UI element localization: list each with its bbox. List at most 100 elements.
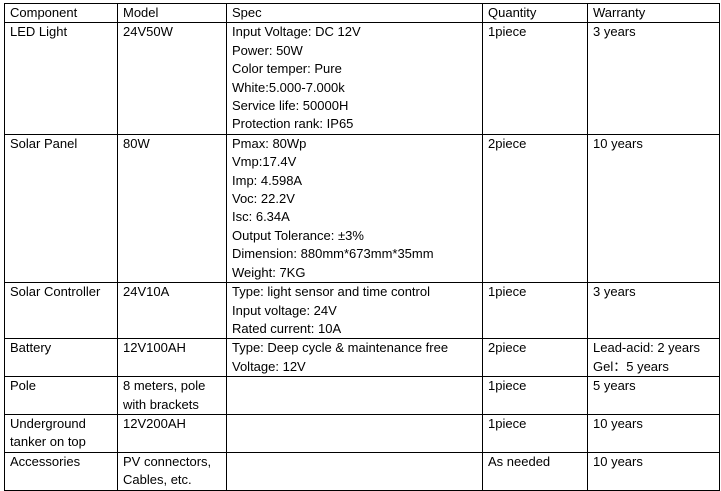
spec-cell xyxy=(226,413,483,453)
warranty-cell-line: 10 years xyxy=(593,415,643,431)
model-cell: 12V200AH xyxy=(117,413,227,453)
spec-cell: Input Voltage: DC 12V Power: 50W Color tem… xyxy=(226,22,483,135)
model-cell: PV connectors, Cables, etc. xyxy=(117,451,227,491)
model-cell-line: with brackets xyxy=(123,396,199,412)
model-cell-line: 8 meters, pole xyxy=(123,378,206,394)
model-cell: 24V10A xyxy=(117,282,227,340)
model-cell: 8 meters, pole with brackets xyxy=(117,376,227,415)
model-cell-line: 80W xyxy=(123,135,150,151)
header-model: Model xyxy=(117,2,227,24)
warranty-cell-line: Lead-acid: 2 years xyxy=(593,340,700,356)
spec-cell xyxy=(226,376,483,415)
spec-cell-line: Vmp:17.4V xyxy=(232,154,297,170)
component-cell: Pole xyxy=(4,376,118,415)
component-spec-table: Component Model Spec Quantity Warranty L… xyxy=(4,2,720,491)
quantity-cell: 1piece xyxy=(482,376,588,415)
component-cell: Solar Panel xyxy=(4,133,118,284)
quantity-cell: As needed xyxy=(482,451,588,491)
header-spec: Spec xyxy=(226,2,483,24)
model-cell: 24V50W xyxy=(117,22,227,135)
header-quantity: Quantity xyxy=(482,2,588,24)
warranty-cell: Lead-acid: 2 years Gel：5 years xyxy=(587,338,720,378)
component-cell-line: tanker on top xyxy=(10,434,86,450)
warranty-cell: 10 years xyxy=(587,133,720,284)
model-cell-line: 12V200AH xyxy=(123,415,186,431)
table-row: Underground tanker on top 12V200AH 1piece 10… xyxy=(4,413,720,453)
spec-cell-line: Service life: 50000H xyxy=(232,98,349,114)
spec-cell xyxy=(226,451,483,491)
table-row: Battery 12V100AH Type: Deep cycle & mainte… xyxy=(4,338,720,378)
model-cell-line: 24V10A xyxy=(123,284,170,300)
quantity-cell-line: 2piece xyxy=(488,135,527,151)
warranty-cell-line: 10 years xyxy=(593,135,643,151)
warranty-cell-line: 3 years xyxy=(593,284,636,300)
spec-cell-line: Type: Deep cycle & maintenance free xyxy=(232,340,449,356)
spec-cell: Pmax: 80Wp Vmp:17.4V Imp: 4.598A Voc: 22.2V… xyxy=(226,133,483,284)
quantity-cell: 1piece xyxy=(482,22,588,135)
table-row: LED Light 24V50W Input Voltage: DC 12V Powe… xyxy=(4,22,720,135)
spec-cell-line: Output Tolerance: ±3% xyxy=(232,227,364,243)
model-cell: 80W xyxy=(117,133,227,284)
warranty-cell: 3 years xyxy=(587,282,720,340)
quantity-cell: 1piece xyxy=(482,282,588,340)
spec-cell-line: Weight: 7KG xyxy=(232,264,306,280)
spec-cell-line: Type: light sensor and time control xyxy=(232,284,430,300)
quantity-cell-line: 1piece xyxy=(488,284,527,300)
spec-cell-line: Input Voltage: DC 12V xyxy=(232,24,361,40)
warranty-cell: 10 years xyxy=(587,413,720,453)
component-cell-line: Accessories xyxy=(10,453,81,469)
spec-cell-line: Power: 50W xyxy=(232,42,303,58)
quantity-cell-line: As needed xyxy=(488,453,551,469)
component-cell-line: Solar Panel xyxy=(10,135,78,151)
spec-cell-line: Voc: 22.2V xyxy=(232,191,295,207)
warranty-cell-line: 3 years xyxy=(593,24,636,40)
spec-cell-line: Protection rank: IP65 xyxy=(232,116,354,132)
model-cell: 12V100AH xyxy=(117,338,227,378)
component-cell-line: LED Light xyxy=(10,24,68,40)
component-cell: Underground tanker on top xyxy=(4,413,118,453)
header-row: Component Model Spec Quantity Warranty xyxy=(4,2,720,24)
component-cell-line: Solar Controller xyxy=(10,284,101,300)
spec-cell-line: Input voltage: 24V xyxy=(232,302,337,318)
model-cell-line: 12V100AH xyxy=(123,340,186,356)
table-row: Accessories PV connectors, Cables, etc. As … xyxy=(4,451,720,491)
spec-cell: Type: Deep cycle & maintenance free Volta… xyxy=(226,338,483,378)
component-cell: Solar Controller xyxy=(4,282,118,340)
warranty-cell-line: 10 years xyxy=(593,453,643,469)
model-cell-line: 24V50W xyxy=(123,24,173,40)
warranty-cell-line: Gel：5 years xyxy=(593,358,669,374)
component-cell-line: Battery xyxy=(10,340,52,356)
spec-cell: Type: light sensor and time control Input… xyxy=(226,282,483,340)
spec-cell-line: Dimension: 880mm*673mm*35mm xyxy=(232,246,434,262)
spec-cell-line: Isc: 6.34A xyxy=(232,209,290,225)
spec-cell-line: Voltage: 12V xyxy=(232,358,306,374)
table-row: Pole 8 meters, pole with brackets 1piece 5 y… xyxy=(4,376,720,415)
component-cell: LED Light xyxy=(4,22,118,135)
warranty-cell: 3 years xyxy=(587,22,720,135)
component-cell: Battery xyxy=(4,338,118,378)
warranty-cell: 10 years xyxy=(587,451,720,491)
header-warranty: Warranty xyxy=(587,2,720,24)
quantity-cell-line: 1piece xyxy=(488,415,527,431)
header-component: Component xyxy=(4,2,118,24)
model-cell-line: Cables, etc. xyxy=(123,472,192,488)
quantity-cell: 1piece xyxy=(482,413,588,453)
table-row: Solar Panel 80W Pmax: 80Wp Vmp:17.4V Imp: 4.… xyxy=(4,133,720,284)
quantity-cell-line: 2piece xyxy=(488,340,527,356)
table-row: Solar Controller 24V10A Type: light sensor… xyxy=(4,282,720,340)
model-cell-line: PV connectors, xyxy=(123,453,212,469)
warranty-cell-line: 5 years xyxy=(593,378,636,394)
quantity-cell: 2piece xyxy=(482,338,588,378)
quantity-cell: 2piece xyxy=(482,133,588,284)
spec-cell-line: White:5.000-7.000k xyxy=(232,79,345,95)
quantity-cell-line: 1piece xyxy=(488,24,527,40)
spec-cell-line: Rated current: 10A xyxy=(232,320,342,336)
spec-cell-line: Pmax: 80Wp xyxy=(232,135,307,151)
spec-cell-line: Imp: 4.598A xyxy=(232,172,303,188)
component-cell-line: Underground xyxy=(10,415,86,431)
quantity-cell-line: 1piece xyxy=(488,378,527,394)
warranty-cell: 5 years xyxy=(587,376,720,415)
component-cell: Accessories xyxy=(4,451,118,491)
component-cell-line: Pole xyxy=(10,378,37,394)
spec-cell-line: Color temper: Pure xyxy=(232,61,342,77)
